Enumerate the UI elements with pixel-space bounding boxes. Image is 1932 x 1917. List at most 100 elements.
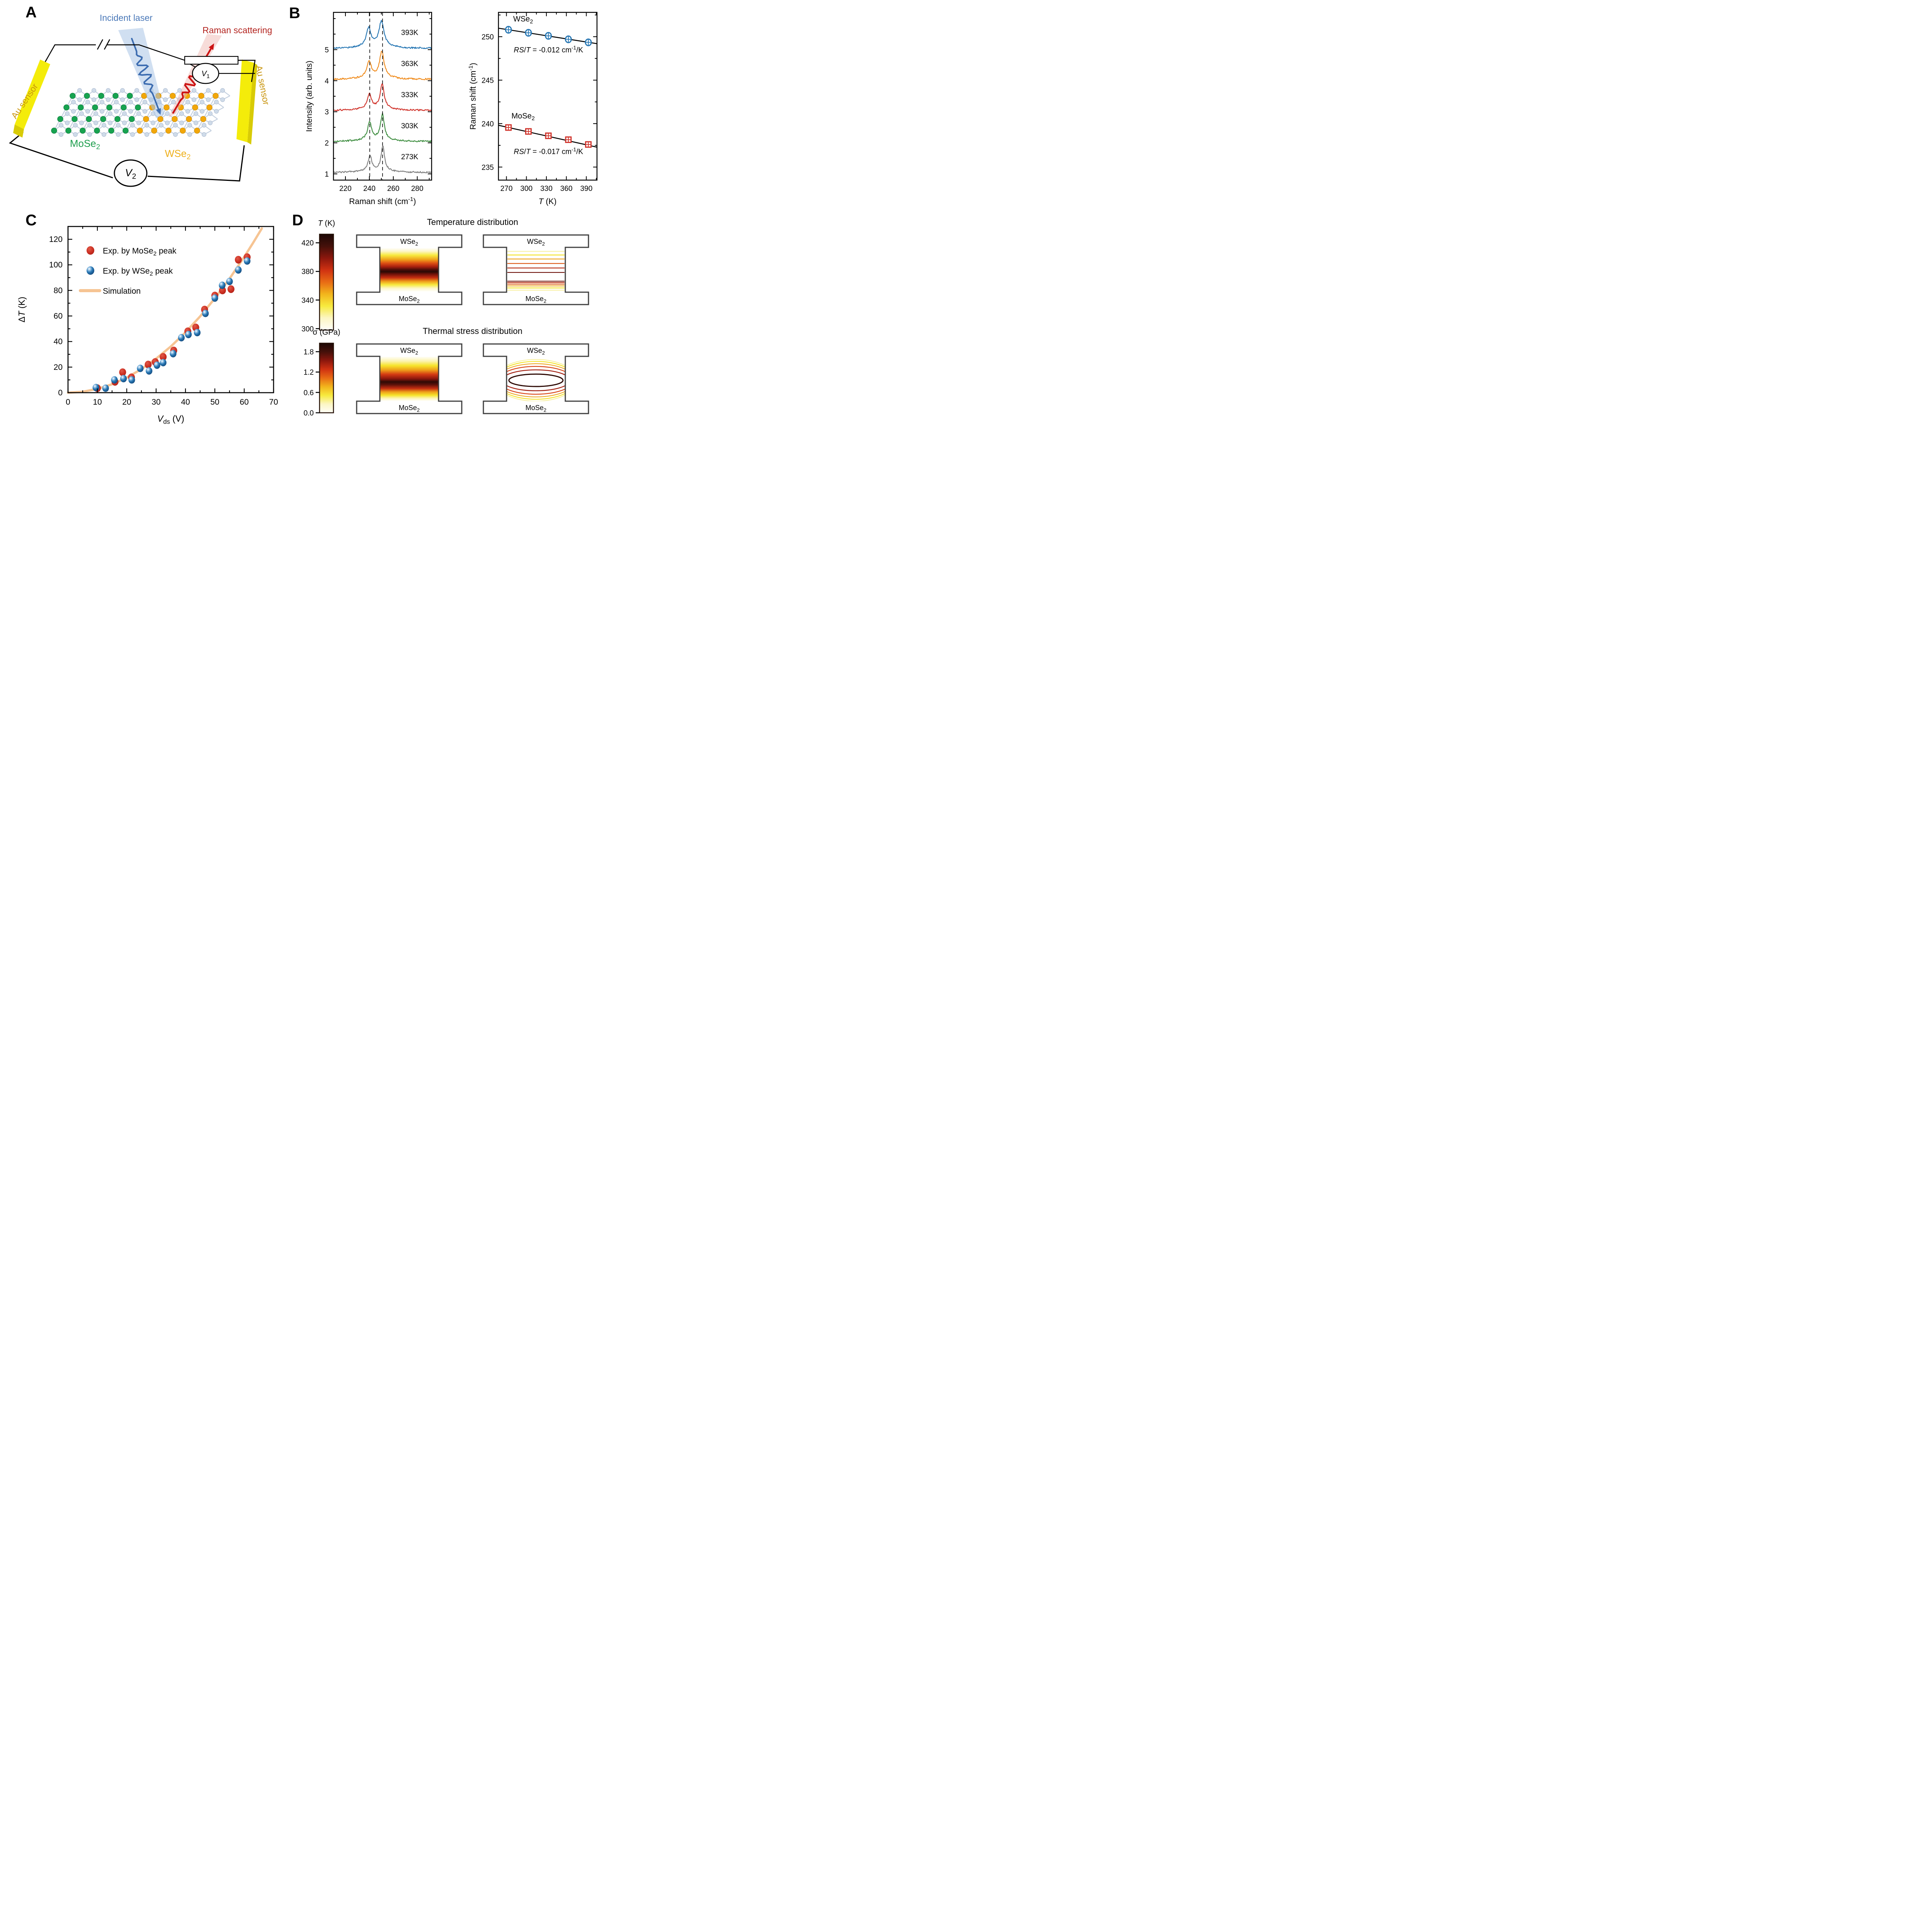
axis-ticks — [67, 226, 274, 393]
map-bottom-region-label: MoSe2 — [399, 404, 420, 413]
crystal-lattice — [51, 88, 230, 137]
legend: Exp. by MoSe2 peak Exp. by WSe2 peak Simul… — [79, 246, 177, 296]
colorbar-tick-label: 300 — [301, 325, 314, 333]
x-tick-label: 20 — [122, 398, 131, 407]
sensor-circuit-top — [44, 39, 185, 62]
device-schematic-illustration: V2 V1 Incident laser Raman scattering Au sen… — [9, 13, 272, 187]
x-tick-label: 280 — [411, 185, 423, 193]
raman-analysis-plots: 393K 363K 333K 303K 273K 220 240 260 280 1 2 3 4 5 Ram… — [305, 12, 598, 206]
deltaT-vs-Vds-chart: 0 10 20 30 40 50 60 70 0 20 40 60 80 100 120 Vds (V) ΔT … — [17, 226, 278, 426]
spectrum-temperature-label: 363K — [401, 60, 418, 68]
stress-map-gradient: WSe2 MoSe2 — [356, 343, 463, 414]
map-top-region-label: WSe2 — [400, 238, 418, 247]
panel-c-letter: C — [26, 212, 37, 229]
axes-frame — [498, 12, 598, 181]
data-markers-MoSe_{2} — [505, 124, 592, 148]
voltmeter-v2 — [114, 159, 148, 187]
colorbar-label: T (K) — [318, 219, 335, 228]
stress-colorbar: 1.8 1.2 0.6 0.0 σ (GPa) — [304, 328, 340, 417]
x-axis-label-vds: Vds (V) — [157, 414, 184, 426]
y-tick-label: 2 — [325, 140, 329, 148]
panel-d-distribution-maps: Temperature distribution 420 380 340 300 T (K… — [288, 212, 602, 426]
y-tick-label: 240 — [481, 120, 494, 128]
map-bottom-region-label: MoSe2 — [526, 404, 546, 413]
colorbar-tick-label: 0.6 — [304, 389, 314, 397]
voltmeter-v1 — [192, 63, 219, 84]
axis-ticks — [333, 12, 432, 180]
y-tick-label: 250 — [481, 33, 494, 41]
temperature-distribution-title: Temperature distribution — [427, 217, 518, 227]
x-tick-label: 330 — [540, 185, 553, 193]
au-electrode-right — [236, 60, 253, 142]
y-tick-label: 0 — [58, 388, 63, 397]
au-electrode-left — [15, 60, 50, 129]
panel-a-device-schematic: V2 V1 Incident laser Raman scattering Au sen… — [3, 2, 285, 210]
x-axis-label-raman-shift: Raman shift (cm-1) — [349, 196, 416, 206]
x-tick-label: 0 — [66, 398, 70, 407]
temperature-colorbar: 420 380 340 300 T (K) — [301, 219, 335, 333]
wse2-slope-annotation: RS/T = -0.012 cm-1/K — [514, 45, 583, 54]
wse2-series-label: WSe2 — [513, 15, 533, 25]
y-axis-label-intensity: Intensity (arb. units) — [305, 61, 314, 132]
x-tick-label: 50 — [210, 398, 219, 407]
map-top-region-label: WSe2 — [527, 347, 545, 356]
x-tick-label: 70 — [269, 398, 278, 407]
spectrum-temperature-label: 303K — [401, 122, 418, 130]
x-tick-label: 10 — [93, 398, 102, 407]
y-tick-label: 5 — [325, 46, 329, 54]
incident-laser-label: Incident laser — [100, 13, 153, 23]
colorbar-tick-label: 420 — [301, 239, 314, 247]
x-tick-label: 300 — [520, 185, 533, 193]
spectrum-temperature-label: 273K — [401, 153, 418, 161]
au-sensor-right-label: Au sensor — [254, 65, 271, 106]
y-tick-label: 80 — [54, 286, 63, 295]
voltmeter-v1-label: V1 — [201, 70, 209, 80]
x-tick-label: 390 — [580, 185, 593, 193]
panel-b-raman-plots: 393K 363K 333K 303K 273K 220 240 260 280 1 2 3 4 5 Ram… — [288, 2, 602, 210]
x-axis-label-temperature: T (K) — [539, 197, 557, 206]
y-tick-label: 235 — [481, 163, 494, 172]
y-tick-label: 3 — [325, 108, 329, 116]
data-markers-WSe_{2} — [505, 26, 592, 46]
simulation-distribution-maps: Temperature distribution 420 380 340 300 T (K… — [301, 217, 589, 417]
wire-bottom-right — [147, 145, 245, 182]
x-tick-label: 40 — [181, 398, 190, 407]
spectrum-273K — [333, 145, 432, 174]
panel-a-letter: A — [26, 4, 37, 21]
spectrum-temperature-label: 333K — [401, 91, 418, 99]
spectrum-393K — [333, 20, 432, 49]
incident-laser-wave — [131, 38, 159, 110]
mose2-slope-annotation: RS/T = -0.017 cm-1/K — [514, 146, 583, 156]
incident-laser-arrowhead — [156, 108, 161, 115]
map-bottom-region-label: MoSe2 — [399, 295, 420, 304]
y-tick-label: 120 — [49, 235, 63, 244]
map-top-region-label: WSe2 — [527, 238, 545, 247]
legend-label: Exp. by MoSe2 peak — [103, 247, 177, 257]
y-tick-label: 4 — [325, 77, 329, 85]
y-tick-label: 40 — [54, 337, 63, 346]
mose2-series-label: MoSe2 — [512, 112, 535, 122]
legend-label: Exp. by WSe2 peak — [103, 267, 173, 277]
x-tick-label: 240 — [363, 185, 376, 193]
axis-ticks — [498, 12, 597, 180]
temperature-map-contours: WSe2 MoSe2 — [483, 234, 589, 305]
colorbar-tick-label: 0.0 — [304, 409, 314, 417]
colorbar-label: σ (GPa) — [313, 328, 340, 337]
panel-b-letter: B — [289, 5, 300, 22]
x-tick-label: 220 — [339, 185, 352, 193]
colorbar-tick-label: 380 — [301, 268, 314, 276]
temperature-map-gradient: WSe2 MoSe2 — [356, 234, 463, 305]
map-bottom-region-label: MoSe2 — [526, 295, 546, 304]
colorbar-tick-label: 340 — [301, 296, 314, 305]
x-tick-label: 360 — [560, 185, 573, 193]
colorbar-tick-label: 1.2 — [304, 369, 314, 377]
y-tick-label: 20 — [54, 363, 63, 372]
thermal-stress-distribution-title: Thermal stress distribution — [423, 326, 522, 336]
y-axis-label-raman-shift: Raman shift (cm-1) — [468, 63, 478, 129]
y-tick-label: 60 — [54, 312, 63, 321]
panel-d-letter: D — [292, 212, 303, 229]
voltmeter-v2-label: V2 — [125, 167, 136, 180]
map-top-region-label: WSe2 — [400, 347, 418, 356]
x-tick-label: 30 — [151, 398, 160, 407]
raman-scattering-arrowhead — [209, 43, 214, 50]
